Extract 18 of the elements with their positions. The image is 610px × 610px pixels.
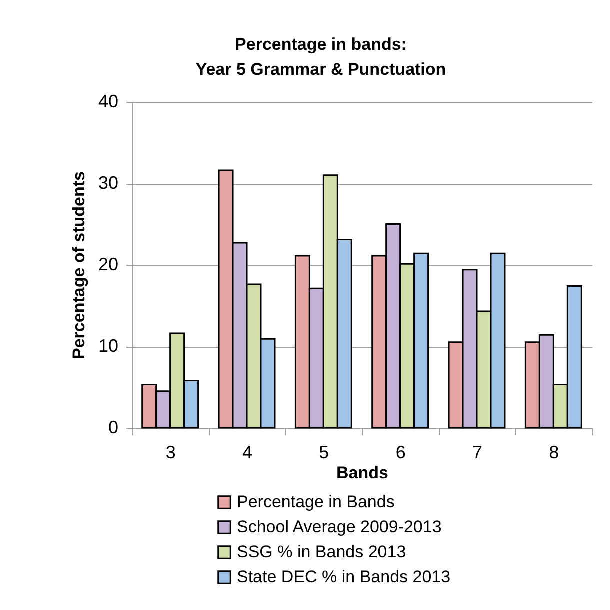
chart-title: Percentage in bands: Year 5 Grammar & Punctuation [196,35,446,79]
x-tick-label: 3 [166,442,176,462]
y-axis-title: Percentage of students [69,172,88,360]
x-tick-label: 8 [549,442,560,462]
y-tick-label: 20 [98,254,118,274]
x-axis-title: Bands [336,464,388,482]
legend-label: School Average 2009-2013 [237,518,442,536]
legend-label: State DEC % in Bands 2013 [237,568,451,586]
x-tick-label: 6 [396,442,406,462]
y-tick-label: 0 [108,418,118,438]
legend-label: Percentage in Bands [237,492,395,512]
y-tick-label: 40 [98,92,118,112]
y-tick-label: 30 [98,173,118,193]
y-tick-label: 10 [98,336,118,356]
x-tick-label: 4 [242,442,253,462]
x-tick-label: 7 [472,442,483,462]
x-tick-label: 5 [319,442,330,462]
legend-label: SSG % in Bands 2013 [237,542,406,562]
